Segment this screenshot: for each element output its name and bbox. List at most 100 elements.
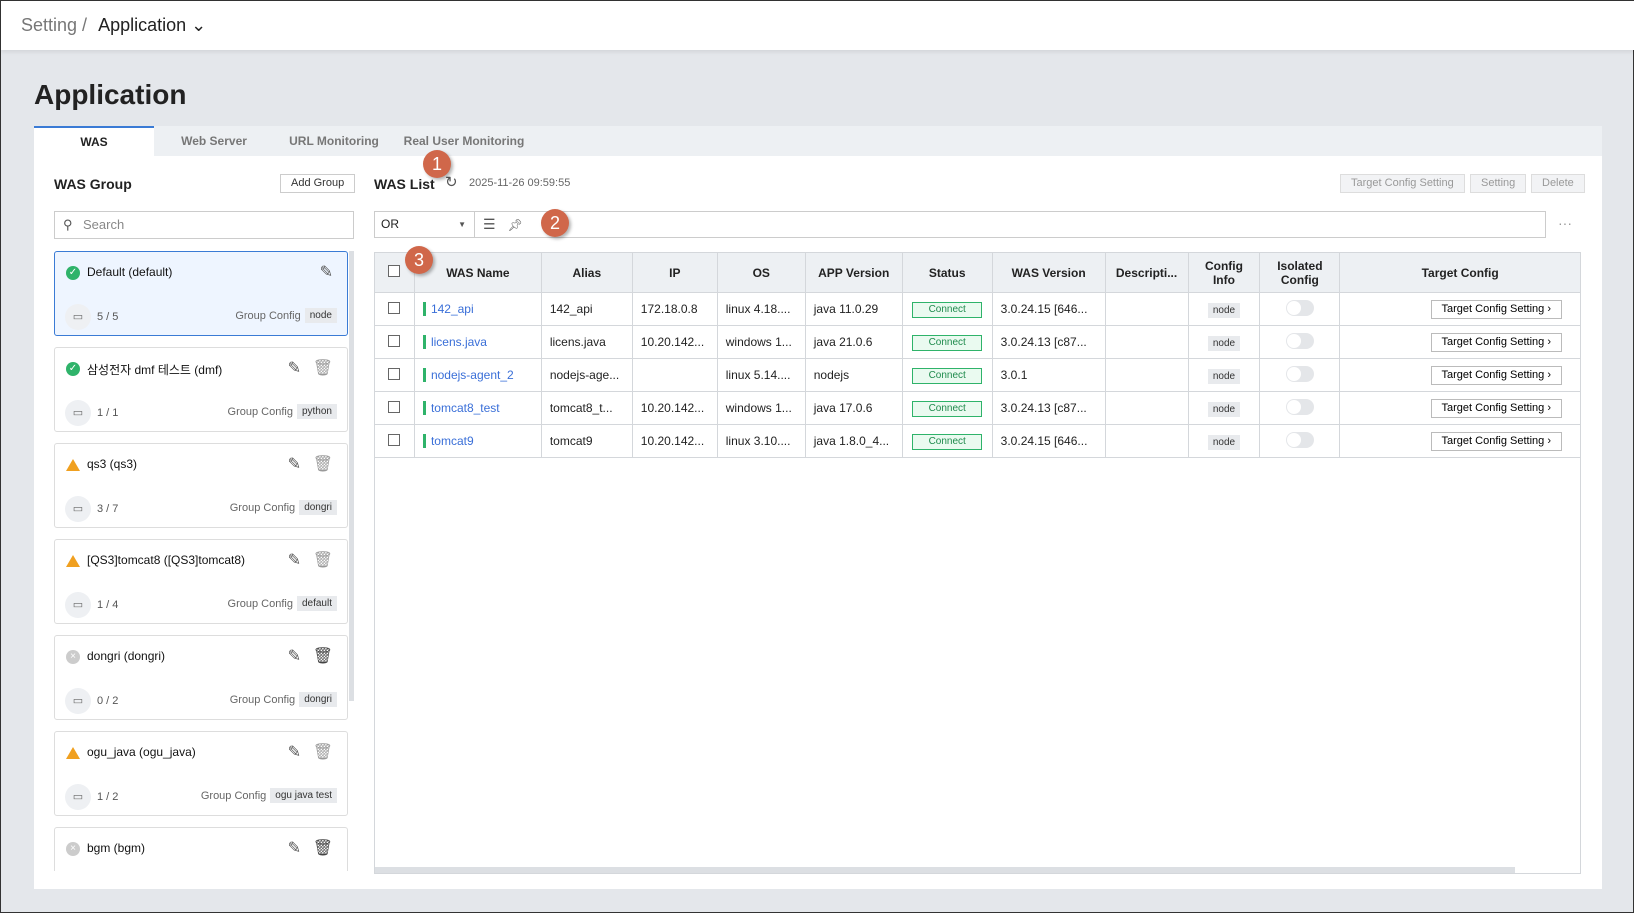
breadcrumb-application[interactable]: Application ⌄ [98,15,207,35]
row-checkbox[interactable] [388,301,401,314]
table-row[interactable]: licens.java licens.java 10.20.142... win… [374,325,1581,359]
row-checkbox[interactable] [388,400,401,413]
status-warn-icon [66,747,80,759]
more-icon[interactable]: ··· [1558,215,1572,231]
os-cell: linux 5.14.... [716,358,806,392]
column-header[interactable]: Isolated Config [1259,252,1341,293]
edit-icon[interactable]: ✎ [287,744,301,761]
chevron-right-icon: › [1547,435,1551,447]
column-header[interactable]: Config Info [1187,252,1261,293]
was-name-link[interactable]: tomcat9 [422,434,474,448]
target-config-setting-button[interactable]: Target Config Setting [1340,174,1465,193]
column-header[interactable]: Status [901,252,993,293]
chevron-down-icon: ⌄ [191,15,207,35]
add-group-button[interactable]: Add Group [280,174,356,193]
was-list-title: WAS List [374,176,435,192]
edit-icon[interactable]: ✎ [319,264,333,281]
column-header[interactable]: Target Config [1339,252,1581,293]
edit-icon[interactable]: ✎ [287,648,301,665]
pin-icon[interactable]: 📌︎ [507,217,523,232]
table-row[interactable]: nodejs-agent_2 nodejs-age... linux 5.14.… [374,358,1581,392]
group-config: Group Config ogu java test [201,788,337,803]
group-card[interactable]: qs3 (qs3) ✎ 🗑︎ ▭ 3 / 7 Group Config dongri [54,443,348,528]
isolated-config-toggle[interactable] [1285,299,1314,316]
edit-icon[interactable]: ✎ [287,456,301,473]
isolated-config-toggle[interactable] [1285,431,1314,448]
app-version-cell: java 21.0.6 [804,325,903,359]
config-tag: ogu java test [270,788,337,803]
refresh-icon[interactable]: ↻ [445,174,458,191]
target-config-setting-row-button[interactable]: Target Config Setting › [1430,299,1562,319]
column-header[interactable]: Alias [540,252,633,293]
target-config-setting-row-button[interactable]: Target Config Setting › [1430,398,1562,418]
chevron-right-icon: › [1547,303,1551,315]
select-all-checkbox[interactable] [388,265,401,277]
column-header[interactable]: WAS Version [991,252,1106,293]
tab-real-user-monitoring[interactable]: Real User Monitoring [403,134,525,148]
table-row[interactable]: 142_api 142_api 172.18.0.8 linux 4.18...… [374,292,1581,326]
filter-input[interactable] [530,212,1545,237]
delete-icon[interactable]: 🗑︎ [312,648,333,665]
was-version-cell: 3.0.24.13 [c87... [991,391,1106,425]
row-checkbox[interactable] [388,433,401,446]
edit-icon[interactable]: ✎ [287,552,301,569]
tab-web-server[interactable]: Web Server [181,134,247,148]
agent-count: 1 / 2 [97,791,119,803]
was-version-cell: 3.0.24.15 [646... [991,292,1106,326]
isolated-config-toggle[interactable] [1285,365,1314,382]
isolated-config-toggle[interactable] [1285,332,1314,349]
setting-button[interactable]: Setting [1470,174,1527,193]
column-header[interactable]: OS [716,252,806,293]
breadcrumb-setting[interactable]: Setting [21,15,78,35]
row-select-cell [374,358,415,392]
group-card[interactable]: ✓ Default (default) ✎ ▭ 5 / 5 Group Confi… [54,251,348,336]
tab-url-monitoring[interactable]: URL Monitoring [289,134,379,148]
column-header[interactable]: IP [631,252,718,293]
group-search-input[interactable]: ⚲ Search [54,211,354,239]
was-name-link[interactable]: 142_api [422,302,474,316]
monitor-icon: ▭ [65,496,91,522]
target-config-cell: Target Config Setting › [1339,391,1581,425]
agent-count: 1 / 1 [97,407,119,419]
filter-mode-select[interactable]: OR ▼ [375,212,475,237]
row-checkbox[interactable] [388,367,401,380]
edit-icon[interactable]: ✎ [287,360,301,377]
group-card[interactable]: ✓ 삼성전자 dmf 테스트 (dmf) ✎ 🗑︎ ▭ 1 / 1 Group C… [54,347,348,432]
filter-icon[interactable]: ☰ [483,216,496,232]
was-version-cell: 3.0.24.15 [646... [991,424,1106,458]
group-list-scrollbar[interactable] [349,251,354,701]
config-info-cell: node [1187,325,1261,359]
target-config-setting-row-button[interactable]: Target Config Setting › [1430,332,1562,352]
table-row[interactable]: tomcat9 tomcat9 10.20.142... linux 3.10.… [374,424,1581,458]
group-config: Group Config python [228,404,337,419]
app-version-cell: java 1.8.0_4... [804,424,903,458]
edit-icon[interactable]: ✎ [287,840,301,857]
group-card[interactable]: [QS3]tomcat8 ([QS3]tomcat8) ✎ 🗑︎ ▭ 1 / 4 … [54,539,348,624]
was-name-link[interactable]: nodejs-agent_2 [422,368,514,382]
delete-icon[interactable]: 🗑︎ [312,744,333,761]
group-card[interactable]: ogu_java (ogu_java) ✎ 🗑︎ ▭ 1 / 2 Group Co… [54,731,348,816]
column-header[interactable]: APP Version [804,252,903,293]
target-config-setting-row-button[interactable]: Target Config Setting › [1430,431,1562,451]
group-config: Group Config default [228,596,337,611]
group-card[interactable]: × dongri (dongri) ✎ 🗑︎ ▭ 0 / 2 Group Conf… [54,635,348,720]
column-header[interactable]: WAS Name [413,252,542,293]
group-card[interactable]: × bgm (bgm) ✎ 🗑︎ [54,827,348,871]
table-row[interactable]: tomcat8_test tomcat8_t... 10.20.142... w… [374,391,1581,425]
delete-button[interactable]: Delete [1531,174,1585,193]
isolated-config-toggle[interactable] [1285,398,1314,415]
tab-was[interactable]: WAS [34,126,154,156]
column-header[interactable]: Descripti... [1104,252,1189,293]
delete-icon[interactable]: 🗑︎ [312,360,333,377]
was-name-link[interactable]: licens.java [422,335,487,349]
isolated-config-cell [1259,358,1341,392]
delete-icon[interactable]: 🗑︎ [312,552,333,569]
was-name-link[interactable]: tomcat8_test [422,401,500,415]
delete-icon[interactable]: 🗑︎ [312,456,333,473]
agent-count: 5 / 5 [97,311,119,323]
horizontal-scrollbar[interactable] [375,867,1515,873]
row-checkbox[interactable] [388,334,401,347]
status-ok-icon: ✓ [66,266,80,280]
target-config-setting-row-button[interactable]: Target Config Setting › [1430,365,1562,385]
delete-icon[interactable]: 🗑︎ [312,840,333,857]
